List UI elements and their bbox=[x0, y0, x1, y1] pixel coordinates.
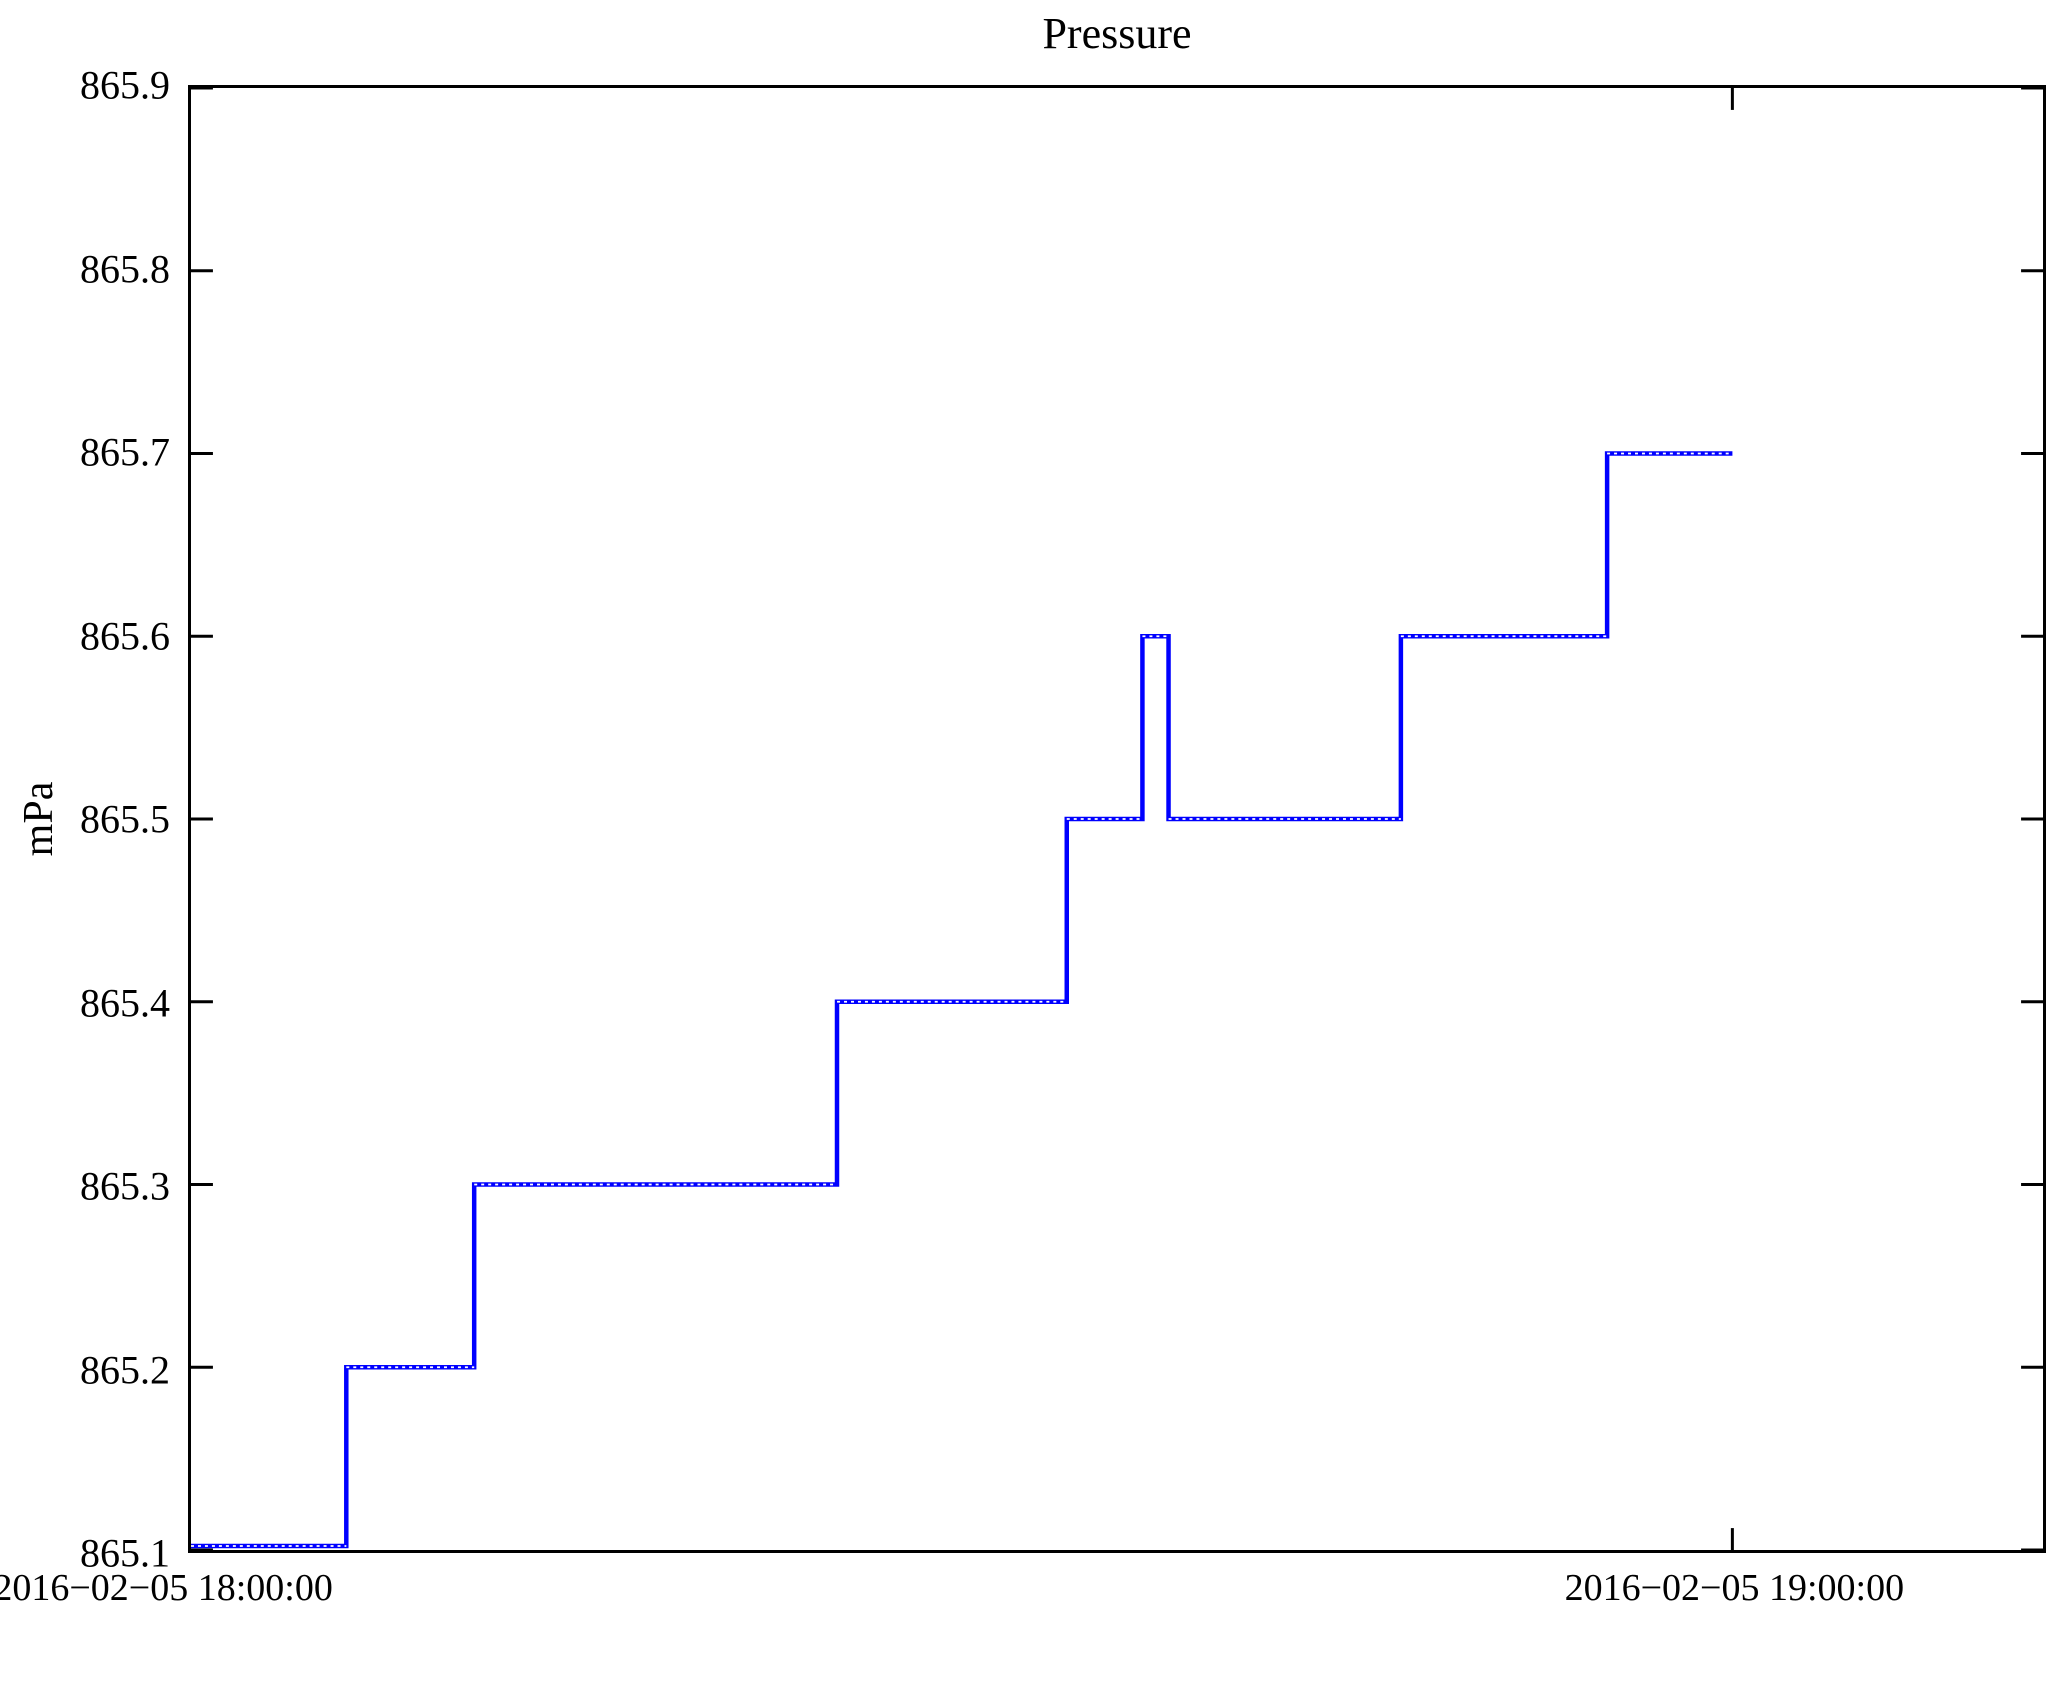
x-tick-label: 2016−02−05 18:00:00 bbox=[0, 1567, 333, 1609]
y-tick-label: 865.8 bbox=[80, 246, 170, 291]
y-tick-label: 865.3 bbox=[80, 1163, 170, 1209]
y-tick-label: 865.4 bbox=[80, 980, 170, 1025]
plot-area bbox=[188, 85, 2046, 1553]
y-tick-label: 865.2 bbox=[80, 1347, 170, 1392]
x-tick-label: 2016−02−05 19:00:00 bbox=[1564, 1567, 1905, 1609]
y-tick-label: 865.6 bbox=[80, 613, 170, 658]
y-tick-label: 865.1 bbox=[80, 1530, 170, 1576]
y-tick-label: 865.7 bbox=[80, 429, 170, 475]
y-tick-label: 865.5 bbox=[80, 796, 170, 842]
step-line-plot bbox=[191, 88, 2043, 1550]
chart-title: Pressure bbox=[1042, 9, 1192, 58]
y-tick-label: 865.9 bbox=[80, 62, 170, 108]
pressure-step-line bbox=[191, 451, 1733, 1549]
